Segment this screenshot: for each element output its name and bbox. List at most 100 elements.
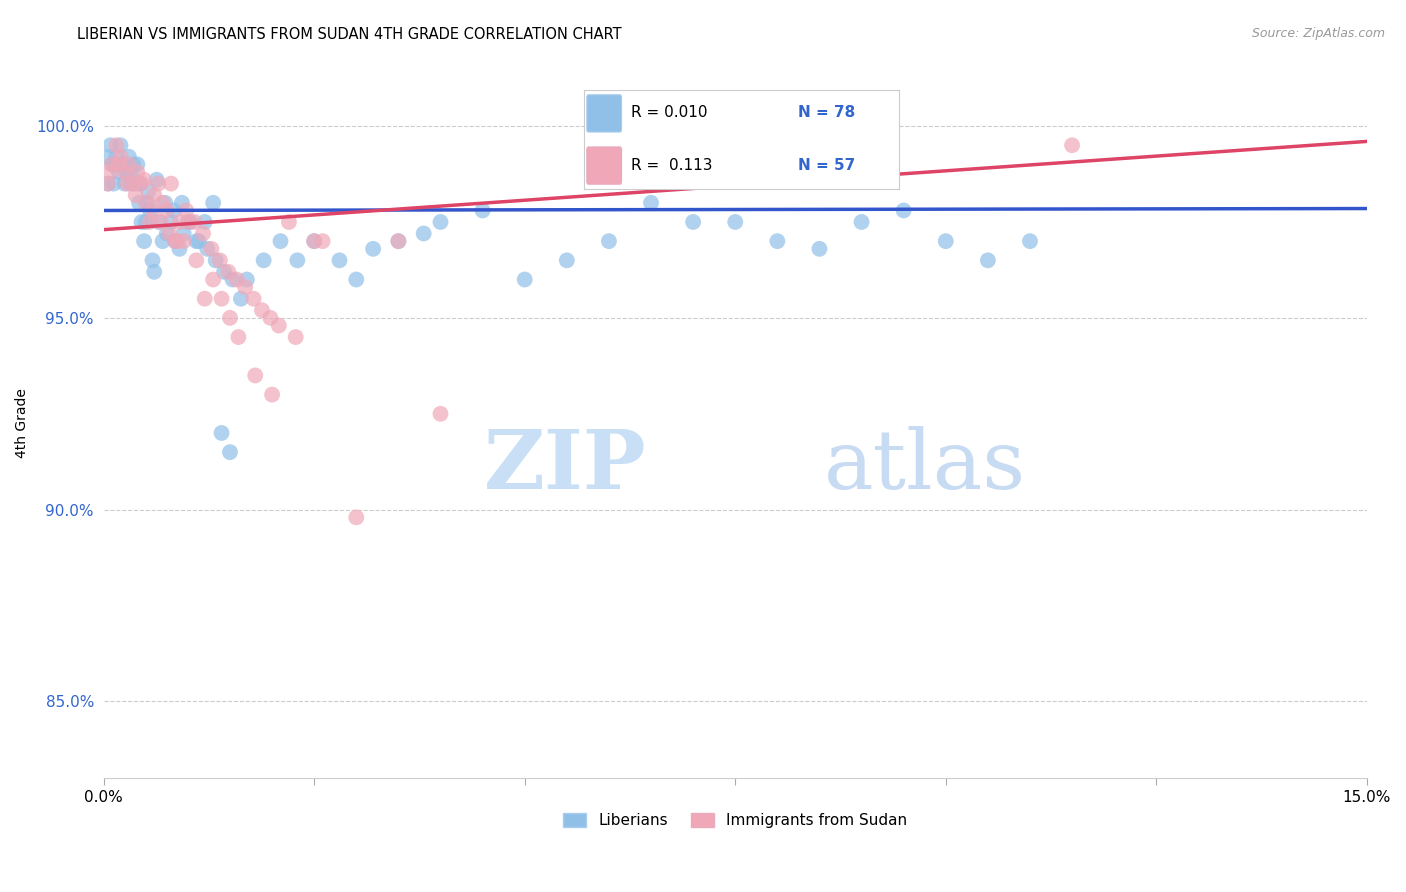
Point <box>242 292 264 306</box>
Point <box>228 330 250 344</box>
Point <box>157 227 180 241</box>
Point <box>132 234 155 248</box>
Point <box>977 253 1000 268</box>
Point <box>139 215 162 229</box>
Point <box>105 150 128 164</box>
Point <box>285 253 308 268</box>
Point <box>120 169 142 183</box>
Point <box>118 150 141 164</box>
Point <box>200 242 222 256</box>
Point <box>114 165 136 179</box>
Point <box>114 177 136 191</box>
Text: atlas: atlas <box>824 426 1026 506</box>
Point <box>152 234 174 248</box>
Point <box>128 177 150 191</box>
Point <box>513 272 536 286</box>
Point <box>412 227 434 241</box>
Point <box>204 253 226 268</box>
Point <box>387 234 409 248</box>
Point <box>187 234 209 248</box>
Point <box>143 265 166 279</box>
Point <box>893 203 915 218</box>
Point <box>186 234 208 248</box>
Point <box>105 138 128 153</box>
Point <box>724 215 747 229</box>
Point <box>311 234 333 248</box>
Point <box>136 184 159 198</box>
Point <box>186 253 208 268</box>
Point <box>100 165 122 179</box>
Point <box>153 195 176 210</box>
Point <box>169 242 191 256</box>
Point <box>139 203 162 218</box>
Point <box>117 165 139 179</box>
Point <box>141 203 163 218</box>
Point <box>132 173 155 187</box>
Point <box>1062 138 1084 153</box>
Point <box>211 292 233 306</box>
Point <box>808 242 831 256</box>
Point <box>169 215 191 229</box>
Point <box>97 177 120 191</box>
Point <box>236 272 259 286</box>
Point <box>152 195 174 210</box>
Point <box>195 242 218 256</box>
Point <box>250 303 273 318</box>
Point <box>104 157 127 171</box>
Point <box>211 425 233 440</box>
Point <box>344 272 367 286</box>
Y-axis label: 4th Grade: 4th Grade <box>15 388 30 458</box>
Legend: Liberians, Immigrants from Sudan: Liberians, Immigrants from Sudan <box>557 807 914 834</box>
Point <box>202 195 225 210</box>
Point <box>148 215 170 229</box>
Point <box>166 234 188 248</box>
Point <box>284 330 307 344</box>
Point <box>174 203 197 218</box>
Point <box>117 177 139 191</box>
Point <box>120 177 142 191</box>
Point <box>253 253 276 268</box>
Point <box>598 234 620 248</box>
Point <box>935 234 957 248</box>
Point <box>262 387 284 401</box>
Text: LIBERIAN VS IMMIGRANTS FROM SUDAN 4TH GRADE CORRELATION CHART: LIBERIAN VS IMMIGRANTS FROM SUDAN 4TH GR… <box>77 27 621 42</box>
Point <box>183 215 205 229</box>
Point <box>429 215 451 229</box>
Point <box>145 173 167 187</box>
Point <box>766 234 789 248</box>
Point <box>429 407 451 421</box>
Point <box>160 215 183 229</box>
Point <box>110 150 132 164</box>
Point <box>194 215 217 229</box>
Point <box>135 195 157 210</box>
Point <box>165 234 187 248</box>
Point <box>127 165 149 179</box>
Point <box>156 227 179 241</box>
Point <box>179 215 201 229</box>
Point <box>177 215 200 229</box>
Point <box>344 510 367 524</box>
Point <box>103 177 125 191</box>
Point <box>131 215 153 229</box>
Point <box>225 272 247 286</box>
Point <box>173 234 195 248</box>
Point <box>259 310 281 325</box>
Point <box>302 234 325 248</box>
Point <box>328 253 350 268</box>
Point <box>124 188 146 202</box>
Point <box>110 138 132 153</box>
Point <box>219 445 242 459</box>
Point <box>122 157 145 171</box>
Point <box>128 195 150 210</box>
Point <box>173 227 195 241</box>
Point <box>143 188 166 202</box>
Point <box>101 157 124 171</box>
Point <box>387 234 409 248</box>
Point <box>162 203 184 218</box>
Point <box>127 157 149 171</box>
Point <box>111 157 134 171</box>
Point <box>112 157 135 171</box>
Point <box>97 177 120 191</box>
Point <box>302 234 325 248</box>
Point <box>100 138 122 153</box>
